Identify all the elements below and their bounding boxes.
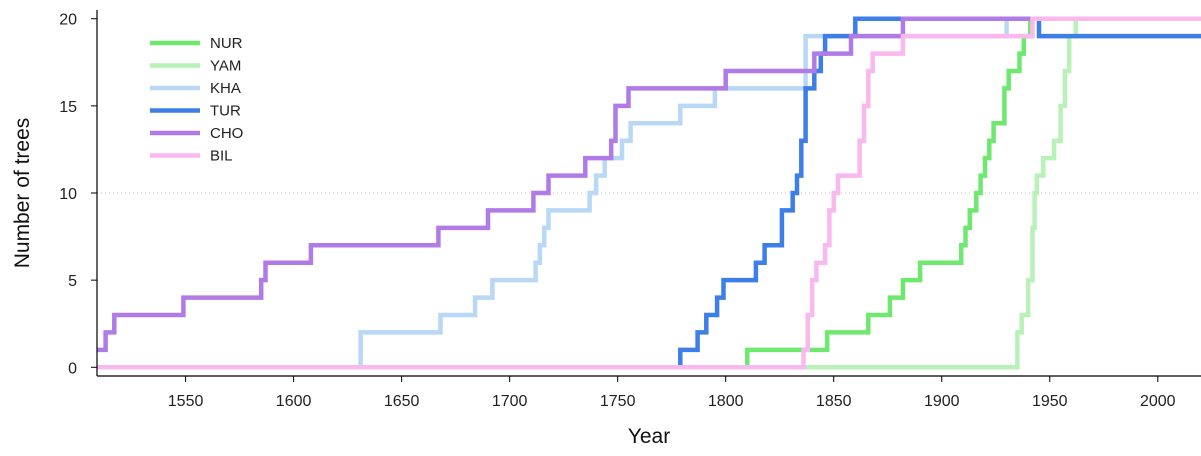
legend-label-yam: YAM (210, 58, 241, 75)
ticks-layer: 1550 1600 1650 1700 1750 1800 1850 1900 1950 2000… (59, 12, 1175, 410)
y-axis-title: Number of trees (11, 118, 34, 269)
legend-label-bil: BIL (210, 148, 233, 165)
series-line-kha (97, 16, 1201, 370)
legend-label-nur: NUR (210, 35, 243, 52)
y-tick-label: 5 (68, 273, 77, 290)
x-tick-label: 1600 (276, 393, 312, 410)
x-tick-label: 1750 (600, 393, 636, 410)
legend: NUR YAM KHA TUR CHO BIL (150, 35, 243, 165)
legend-label-tur: TUR (210, 103, 241, 120)
series-line-nur (97, 16, 1201, 370)
series-line-cho (97, 16, 1201, 353)
x-tick-label: 1650 (384, 393, 420, 410)
x-tick-label: 1550 (168, 393, 204, 410)
x-tick-label: 1700 (492, 393, 528, 410)
y-tick-label: 0 (68, 360, 77, 377)
y-tick-label: 20 (59, 12, 77, 29)
series-layer (97, 16, 1201, 370)
x-tick-label: 1850 (816, 393, 852, 410)
x-tick-label: 1900 (924, 393, 960, 410)
x-tick-label: 1800 (708, 393, 744, 410)
legend-label-kha: KHA (210, 80, 241, 97)
x-axis-title: Year (628, 425, 670, 448)
series-line-yam (97, 16, 1201, 370)
x-tick-label: 1950 (1032, 393, 1068, 410)
y-tick-label: 10 (59, 186, 77, 203)
x-tick-label: 2000 (1140, 393, 1176, 410)
series-line-bil (97, 16, 1201, 370)
y-tick-label: 15 (59, 99, 77, 116)
legend-label-cho: CHO (210, 125, 243, 142)
